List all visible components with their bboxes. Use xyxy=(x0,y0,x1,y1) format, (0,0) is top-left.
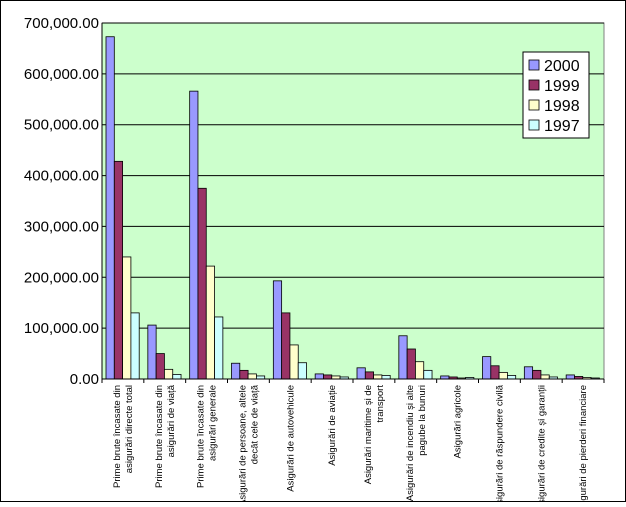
x-category-label-line: decât cele de viață xyxy=(249,384,260,464)
bars xyxy=(105,36,600,380)
y-axis-tick-labels: 0.00 100,000.00 200,000.00 300,000.00 400,00… xyxy=(24,15,99,388)
x-category-label-line: asigurări generale xyxy=(208,385,219,461)
x-category-label: Asigurări de incendiu și alte pagube la b… xyxy=(405,385,428,501)
x-category-label: Asigurări agricole xyxy=(453,385,464,458)
x-category-label: Asigurări de autovehicule xyxy=(285,385,296,492)
bar-1998 xyxy=(289,344,299,380)
legend-label-2000: 2000 xyxy=(544,58,580,75)
bar-1998 xyxy=(122,256,132,380)
x-category-label: Asigurări de răspundere civilă xyxy=(494,384,505,507)
legend-label-1998: 1998 xyxy=(544,98,580,115)
x-category-label: Asigurări maritime și de transport xyxy=(363,385,386,485)
bar-2000 xyxy=(356,367,366,380)
x-category-label-line: Asigurări de autovehicule xyxy=(285,385,296,492)
x-category-label-line: Asigurări de aviație xyxy=(327,385,338,466)
bar-1997 xyxy=(423,369,433,380)
bar-1999 xyxy=(364,371,374,380)
bar-1999 xyxy=(155,353,165,380)
bar-1999 xyxy=(532,369,542,380)
legend-label-1999: 1999 xyxy=(544,78,580,95)
bar-2000 xyxy=(565,374,575,380)
bar-2000 xyxy=(398,335,408,380)
x-category-label: Asigurări de pierderi financiare xyxy=(578,385,589,507)
x-category-label: Asigurări de persoane, altele decât cele … xyxy=(237,384,260,506)
plot-area xyxy=(101,22,605,380)
x-category-label: Asigurări de aviație xyxy=(327,385,338,466)
x-category-label-line: asigurări de viață xyxy=(166,384,177,457)
x-axis-category-labels: Prime brute încasate din asigurări direct… xyxy=(112,384,589,507)
bar-1998 xyxy=(498,371,508,380)
bar-1997 xyxy=(506,375,517,380)
bar-1998 xyxy=(164,368,174,380)
y-tick-label: 200,000.00 xyxy=(24,269,99,286)
x-category-label-line: Asigurări de persoane, altele xyxy=(237,385,248,502)
x-category-label-line: Asigurări de credite și garanții xyxy=(536,385,547,502)
y-tick-label: 100,000.00 xyxy=(24,320,99,337)
y-tick-label: 700,000.00 xyxy=(24,15,99,32)
gridlines xyxy=(102,22,604,329)
y-tick-label: 400,000.00 xyxy=(24,168,99,185)
legend: 2000 1999 1998 1997 xyxy=(522,51,590,139)
legend-swatch-1999 xyxy=(528,79,540,91)
legend-swatch-2000 xyxy=(528,59,540,71)
x-category-label-line: Asigurări de pierderi financiare xyxy=(578,385,589,502)
x-category-label-line: pagube la bunuri xyxy=(417,385,428,456)
bar-2000 xyxy=(147,324,157,380)
bar-1999 xyxy=(281,312,291,380)
bar-1998 xyxy=(415,361,425,380)
bar-1999 xyxy=(406,348,416,380)
x-category-label-line: Prime brute încasate din xyxy=(196,385,207,488)
bar-1999 xyxy=(113,160,124,380)
bar-1999 xyxy=(197,187,207,380)
bar-1999 xyxy=(239,369,249,380)
bar-2000 xyxy=(314,373,324,380)
x-category-label: Asigurări de credite și garanții xyxy=(536,385,547,507)
bar-1997 xyxy=(381,375,391,380)
legend-label-1997: 1997 xyxy=(544,118,580,135)
bar-1998 xyxy=(205,265,215,380)
bar-1997 xyxy=(172,374,182,380)
x-category-label-line: transport xyxy=(375,385,386,423)
bar-1998 xyxy=(373,374,383,380)
x-category-label-line: Asigurări agricole xyxy=(453,385,464,458)
bar-2000 xyxy=(272,280,283,380)
bar-1997 xyxy=(214,316,224,380)
axes xyxy=(101,23,605,383)
x-category-label-line: Prime brute încasate din xyxy=(154,385,165,488)
bar-1997 xyxy=(297,362,307,380)
x-category-label: Prime brute încasate din asigurări direct… xyxy=(112,385,135,488)
bar-2000 xyxy=(231,362,241,380)
y-tick-label: 300,000.00 xyxy=(24,218,99,235)
y-tick-label: 500,000.00 xyxy=(24,117,99,134)
bar-1998 xyxy=(247,373,257,380)
bar-2000 xyxy=(189,90,199,380)
bar-2000 xyxy=(523,366,534,380)
x-category-label-line: Prime brute încasate din xyxy=(112,385,123,488)
bar-1999 xyxy=(490,365,500,380)
x-category-label-line: Asigurări maritime și de xyxy=(363,385,374,484)
bar-1999 xyxy=(323,374,333,380)
bar-2000 xyxy=(105,36,115,380)
x-category-label: Prime brute încasate din asigurări genera… xyxy=(196,385,219,488)
x-category-label: Prime brute încasate din asigurări de via… xyxy=(154,384,177,488)
bar-1998 xyxy=(540,374,550,380)
bar-2000 xyxy=(482,356,492,380)
y-tick-label: 0.00 xyxy=(70,371,99,388)
legend-swatch-1997 xyxy=(528,119,540,131)
x-category-label-line: Asigurări de incendiu și alte xyxy=(405,385,416,501)
x-category-label-line: Asigurări de răspundere civilă xyxy=(494,384,505,502)
legend-swatch-1998 xyxy=(528,99,540,111)
bar-1997 xyxy=(130,312,140,380)
y-tick-label: 600,000.00 xyxy=(24,66,99,83)
x-category-label-line: asigurări directe total xyxy=(124,385,135,473)
